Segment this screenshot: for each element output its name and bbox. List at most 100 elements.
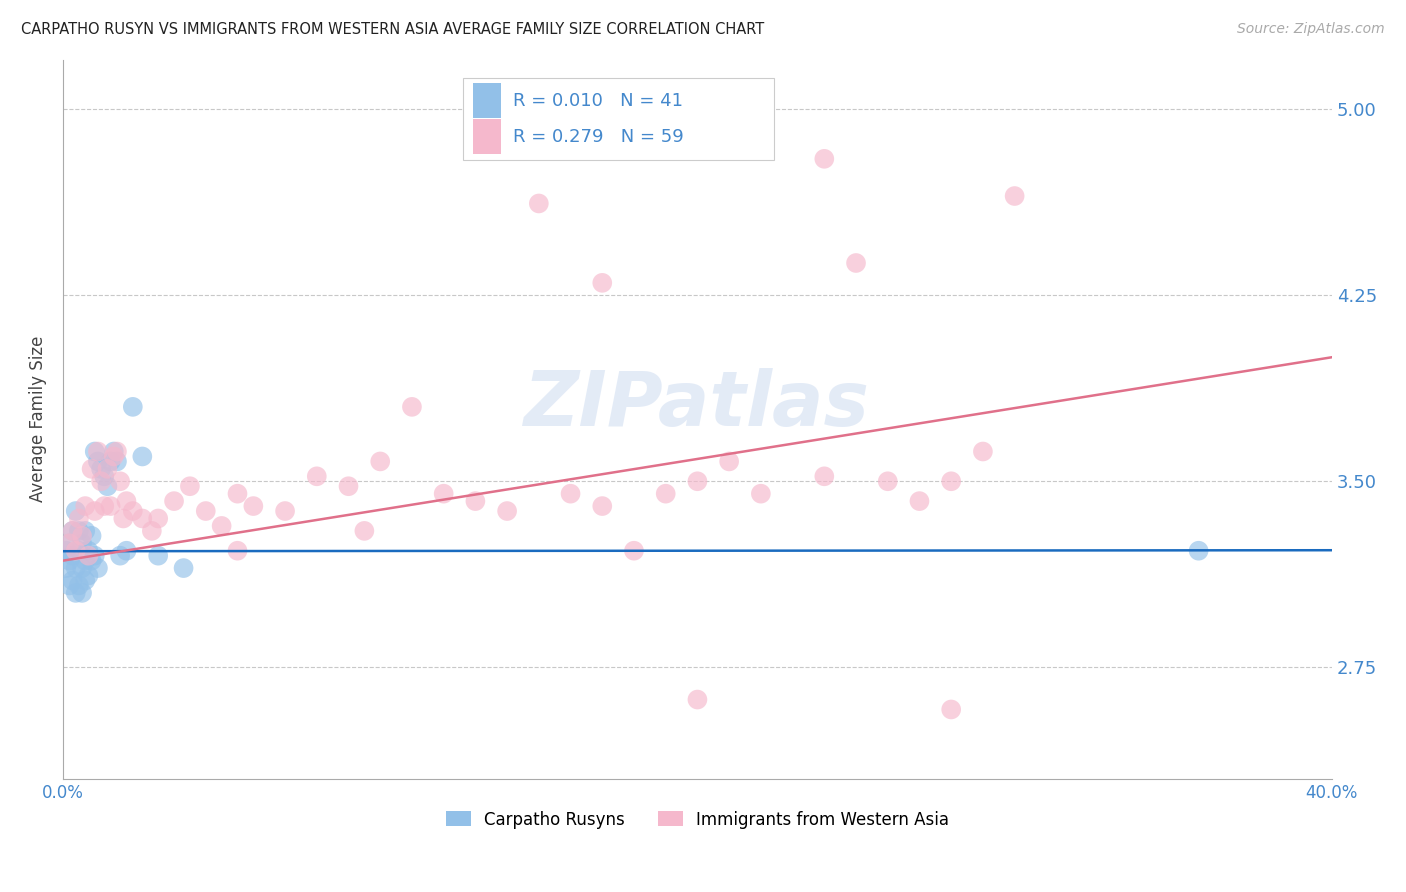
Point — [105, 454, 128, 468]
Point — [179, 479, 201, 493]
Point — [62, 574, 84, 588]
Point — [90, 475, 112, 489]
Point — [131, 511, 153, 525]
Point — [813, 152, 835, 166]
Point — [75, 499, 97, 513]
Point — [65, 504, 87, 518]
Y-axis label: Average Family Size: Average Family Size — [30, 336, 46, 502]
Point — [353, 524, 375, 538]
Point — [58, 536, 80, 550]
Point — [67, 524, 90, 538]
Point — [718, 454, 741, 468]
Point — [80, 462, 103, 476]
Point — [58, 578, 80, 592]
Point — [58, 536, 80, 550]
FancyBboxPatch shape — [463, 78, 773, 161]
Point — [80, 554, 103, 568]
Point — [83, 444, 105, 458]
Point — [148, 549, 170, 563]
Point — [115, 494, 138, 508]
Text: R = 0.010   N = 41: R = 0.010 N = 41 — [513, 92, 683, 110]
Point — [813, 469, 835, 483]
Point — [686, 692, 709, 706]
Point — [75, 554, 97, 568]
Text: CARPATHO RUSYN VS IMMIGRANTS FROM WESTERN ASIA AVERAGE FAMILY SIZE CORRELATION C: CARPATHO RUSYN VS IMMIGRANTS FROM WESTER… — [21, 22, 765, 37]
Point — [100, 454, 122, 468]
Point — [108, 475, 131, 489]
Point — [274, 504, 297, 518]
Point — [337, 479, 360, 493]
Point — [90, 462, 112, 476]
Point — [941, 475, 963, 489]
Point — [591, 276, 613, 290]
Point — [121, 400, 143, 414]
Text: ZIPatlas: ZIPatlas — [524, 368, 870, 442]
Point — [211, 519, 233, 533]
Point — [401, 400, 423, 414]
Point — [87, 561, 110, 575]
Point — [226, 486, 249, 500]
FancyBboxPatch shape — [472, 120, 501, 153]
Point — [87, 444, 110, 458]
Point — [496, 504, 519, 518]
Point — [93, 469, 115, 483]
Point — [131, 450, 153, 464]
Point — [65, 543, 87, 558]
Legend: Carpatho Rusyns, Immigrants from Western Asia: Carpatho Rusyns, Immigrants from Western… — [439, 804, 956, 835]
Point — [623, 543, 645, 558]
Point — [686, 475, 709, 489]
Point — [1004, 189, 1026, 203]
Point — [121, 504, 143, 518]
Point — [55, 543, 77, 558]
Point — [58, 554, 80, 568]
Point — [67, 543, 90, 558]
Text: R = 0.279   N = 59: R = 0.279 N = 59 — [513, 128, 685, 145]
Point — [70, 529, 93, 543]
Point — [77, 543, 100, 558]
Point — [77, 549, 100, 563]
Point — [972, 444, 994, 458]
Point — [75, 524, 97, 538]
Point — [93, 499, 115, 513]
Point — [749, 791, 772, 805]
Point — [105, 444, 128, 458]
Point — [70, 561, 93, 575]
Point — [141, 524, 163, 538]
Point — [83, 549, 105, 563]
Point — [654, 486, 676, 500]
Point — [62, 549, 84, 563]
Point — [242, 499, 264, 513]
Point — [67, 578, 90, 592]
Point — [77, 568, 100, 582]
Point — [62, 524, 84, 538]
Point — [80, 529, 103, 543]
Point — [173, 561, 195, 575]
Point — [591, 499, 613, 513]
Point — [103, 444, 125, 458]
Point — [87, 454, 110, 468]
Point — [75, 574, 97, 588]
Point — [368, 454, 391, 468]
Point — [115, 543, 138, 558]
Point — [62, 524, 84, 538]
Point — [65, 561, 87, 575]
Point — [845, 256, 868, 270]
Point — [70, 586, 93, 600]
Point — [70, 536, 93, 550]
Point — [163, 494, 186, 508]
Point — [83, 504, 105, 518]
Point — [67, 511, 90, 525]
Point — [908, 494, 931, 508]
Point — [65, 586, 87, 600]
Point — [96, 462, 118, 476]
Point — [433, 486, 456, 500]
Point — [560, 486, 582, 500]
Text: Source: ZipAtlas.com: Source: ZipAtlas.com — [1237, 22, 1385, 37]
Point — [148, 511, 170, 525]
Point — [226, 543, 249, 558]
Point — [103, 450, 125, 464]
Point — [941, 702, 963, 716]
Point — [108, 549, 131, 563]
Point — [1187, 543, 1209, 558]
FancyBboxPatch shape — [472, 83, 501, 118]
